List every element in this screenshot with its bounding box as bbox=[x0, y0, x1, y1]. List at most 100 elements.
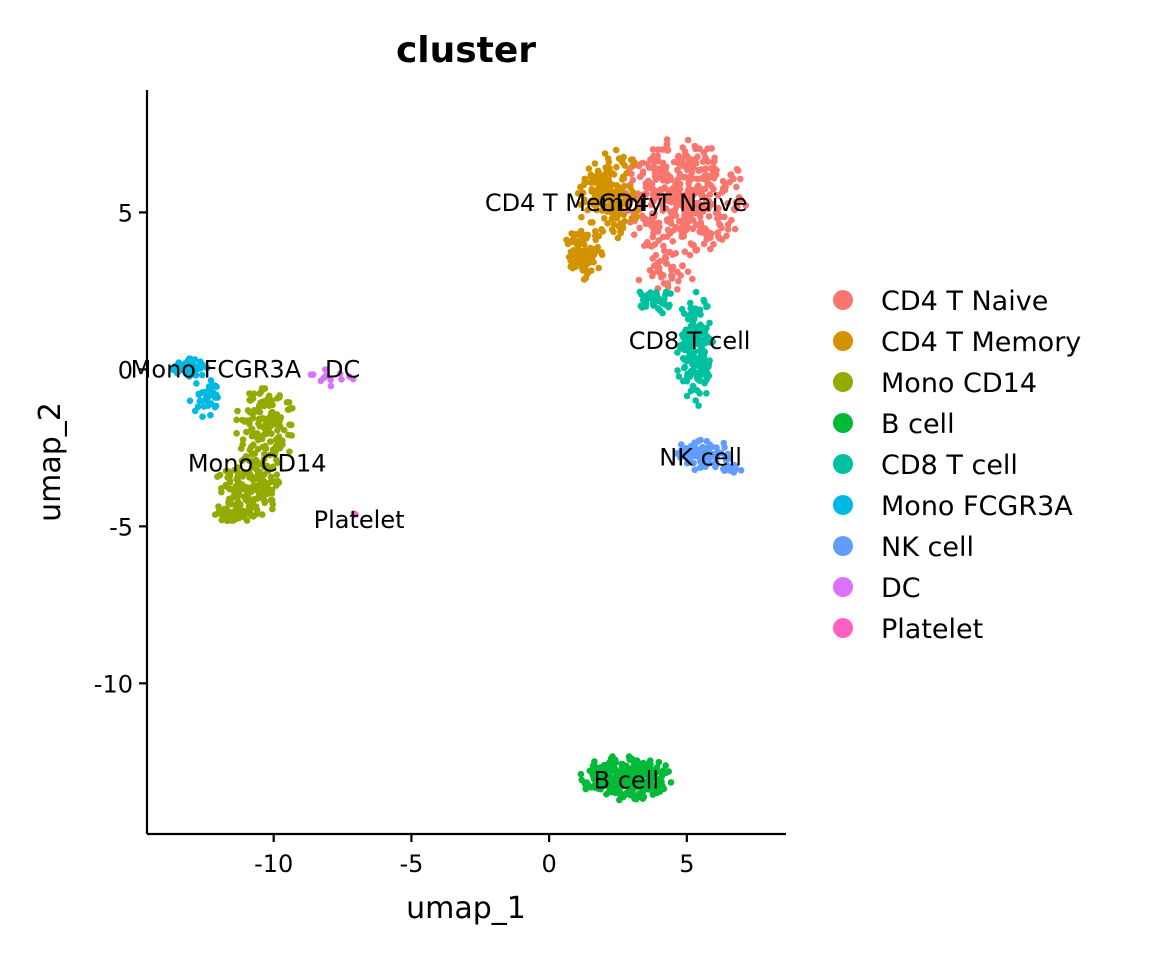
data-point bbox=[571, 261, 579, 269]
data-point bbox=[662, 254, 670, 262]
legend-key bbox=[833, 577, 853, 597]
data-point bbox=[607, 778, 615, 786]
data-point bbox=[696, 228, 703, 235]
data-point bbox=[615, 223, 622, 230]
data-point bbox=[644, 291, 651, 299]
legend-key bbox=[833, 454, 853, 474]
data-point bbox=[669, 185, 677, 193]
data-point bbox=[681, 364, 688, 372]
data-point bbox=[179, 362, 186, 370]
data-point bbox=[705, 213, 713, 220]
data-point bbox=[207, 411, 214, 419]
legend-key bbox=[833, 618, 853, 638]
data-point bbox=[693, 387, 701, 394]
data-point bbox=[248, 451, 256, 458]
data-point bbox=[659, 159, 667, 167]
data-point bbox=[613, 182, 620, 189]
data-point bbox=[211, 403, 219, 411]
data-point bbox=[612, 789, 619, 797]
data-point bbox=[632, 795, 640, 803]
data-point bbox=[237, 501, 244, 508]
data-point bbox=[696, 213, 704, 220]
data-point bbox=[639, 203, 647, 210]
data-point bbox=[674, 367, 681, 374]
data-point bbox=[681, 346, 688, 354]
data-point bbox=[610, 228, 617, 236]
data-point bbox=[604, 220, 611, 227]
data-point bbox=[707, 453, 714, 461]
data-point bbox=[650, 262, 658, 270]
data-point bbox=[622, 779, 629, 786]
data-point bbox=[621, 791, 629, 798]
data-point bbox=[662, 166, 669, 173]
data-point bbox=[657, 257, 664, 265]
data-point bbox=[650, 787, 657, 795]
data-point bbox=[690, 241, 697, 249]
data-point bbox=[680, 377, 687, 385]
data-point bbox=[668, 266, 675, 274]
data-point bbox=[709, 338, 717, 346]
data-point bbox=[591, 160, 599, 167]
data-point bbox=[629, 774, 637, 781]
data-point bbox=[592, 203, 600, 210]
legend-label: CD8 T cell bbox=[881, 450, 1018, 481]
data-point bbox=[649, 272, 656, 280]
data-point bbox=[338, 376, 345, 383]
data-point bbox=[697, 219, 705, 226]
data-point bbox=[694, 199, 701, 207]
data-point bbox=[702, 226, 710, 234]
data-point bbox=[621, 217, 628, 225]
data-point bbox=[724, 221, 732, 228]
data-point bbox=[582, 247, 589, 255]
data-point bbox=[650, 152, 657, 160]
data-point bbox=[587, 244, 594, 252]
series-mono-cd14 bbox=[212, 385, 296, 525]
legend-label: B cell bbox=[881, 409, 955, 440]
data-point bbox=[563, 236, 570, 244]
data-point bbox=[687, 304, 694, 312]
data-point bbox=[683, 192, 690, 200]
data-point bbox=[635, 276, 643, 284]
data-point bbox=[699, 443, 706, 451]
data-point bbox=[674, 166, 681, 174]
data-point bbox=[649, 296, 657, 303]
data-point bbox=[613, 782, 620, 789]
data-point bbox=[685, 157, 693, 164]
data-point bbox=[257, 434, 264, 442]
data-point bbox=[656, 297, 664, 304]
data-point bbox=[327, 376, 334, 384]
data-point bbox=[731, 225, 739, 233]
data-point bbox=[701, 357, 709, 365]
cluster-label: CD4 T Memory bbox=[485, 189, 663, 217]
data-point bbox=[598, 207, 606, 214]
data-point bbox=[630, 159, 638, 166]
data-point bbox=[640, 191, 647, 198]
data-point bbox=[691, 315, 698, 322]
series-b-cell bbox=[577, 753, 675, 804]
data-point bbox=[618, 191, 626, 198]
data-point bbox=[264, 467, 272, 475]
data-point bbox=[683, 373, 691, 381]
data-point bbox=[263, 462, 271, 470]
data-point bbox=[609, 767, 617, 775]
data-point bbox=[702, 165, 709, 172]
data-point bbox=[218, 485, 225, 492]
data-point bbox=[256, 409, 264, 416]
data-point bbox=[238, 457, 246, 465]
x-axis-ticks: -10 -5 0 5 bbox=[254, 834, 694, 878]
data-point bbox=[244, 407, 252, 414]
data-point bbox=[309, 371, 317, 378]
data-point bbox=[591, 174, 599, 182]
data-point bbox=[700, 336, 708, 343]
data-point bbox=[719, 177, 727, 185]
data-point bbox=[223, 515, 230, 522]
data-point bbox=[731, 463, 739, 470]
data-point bbox=[255, 420, 262, 427]
data-point bbox=[269, 463, 277, 471]
data-point bbox=[658, 274, 665, 281]
data-point bbox=[616, 796, 623, 804]
data-point bbox=[642, 303, 649, 310]
data-point bbox=[655, 146, 662, 153]
data-point bbox=[677, 342, 684, 349]
data-point bbox=[674, 153, 682, 161]
